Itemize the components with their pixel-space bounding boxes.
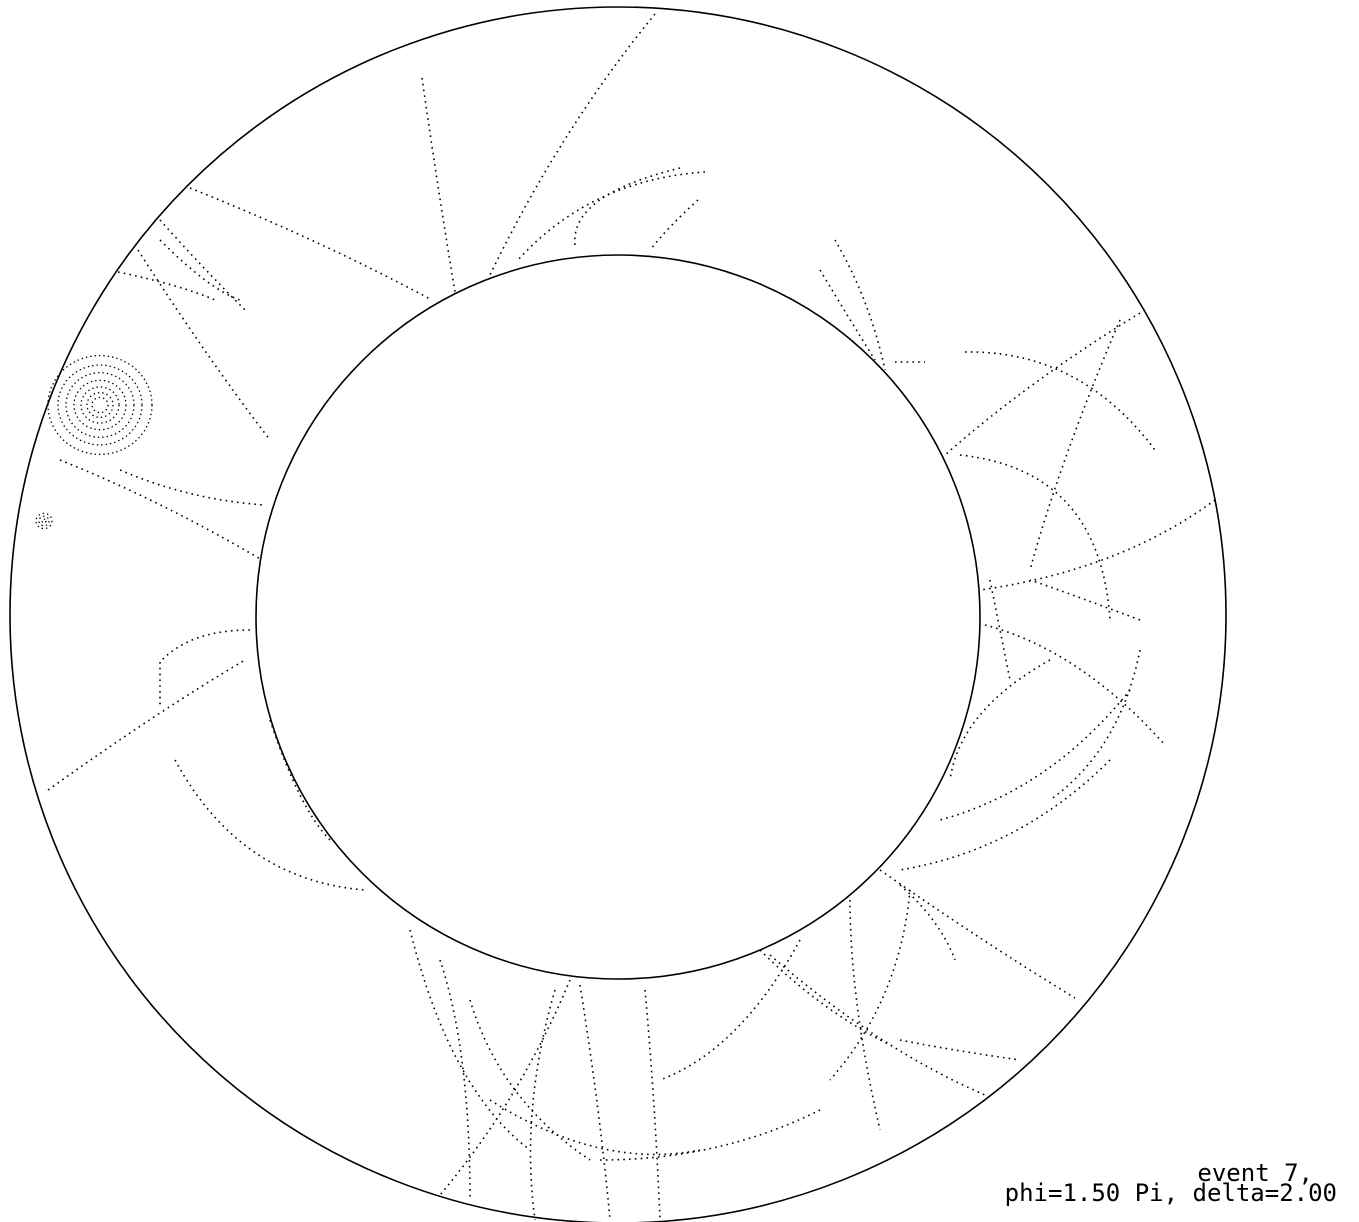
track-path <box>959 454 1111 621</box>
track-path <box>159 629 251 663</box>
hit-cluster-ring <box>91 396 109 414</box>
track-path <box>529 989 556 1221</box>
track-path <box>159 239 241 301</box>
track-path <box>769 954 986 1096</box>
hit-cluster-ring <box>86 391 114 418</box>
track-path <box>759 949 891 1046</box>
hit-clusters <box>35 354 153 530</box>
track-path <box>439 979 571 1196</box>
track-path <box>984 624 1166 746</box>
track-path <box>574 167 681 246</box>
track-path <box>119 469 266 506</box>
track-path <box>269 719 331 841</box>
track-path <box>174 759 366 891</box>
track-path <box>469 999 591 1161</box>
track-path <box>944 309 1146 456</box>
track-path <box>989 579 1011 681</box>
track-path <box>1049 649 1141 801</box>
track-path <box>1029 319 1121 571</box>
hit-cluster-ring <box>80 386 120 424</box>
view-parameters-label: phi=1.50 Pi, delta=2.00 <box>1004 1179 1337 1207</box>
track-path <box>189 187 433 301</box>
track-path <box>117 271 216 301</box>
particle-tracks <box>47 13 1216 1221</box>
track-path <box>829 889 911 1081</box>
outer-detector-ring <box>9 6 1227 1222</box>
track-path <box>644 989 661 1221</box>
track-path <box>899 759 1111 871</box>
track-path <box>599 1109 821 1161</box>
hit-cluster-ring <box>35 512 53 530</box>
track-path <box>899 1039 1021 1061</box>
track-path <box>489 1099 701 1156</box>
track-path <box>59 459 263 561</box>
track-path <box>979 499 1216 591</box>
track-path <box>879 869 1076 999</box>
track-path <box>489 13 656 276</box>
track-path <box>421 77 456 293</box>
track-path <box>517 171 706 261</box>
inner-detector-ring <box>255 254 981 980</box>
track-path <box>849 899 881 1131</box>
track-path <box>899 884 956 961</box>
hit-cluster-ring <box>41 518 47 524</box>
track-path <box>159 219 246 311</box>
hit-cluster-ring <box>73 379 127 431</box>
track-path <box>579 984 611 1221</box>
hit-cluster-ring <box>47 354 153 456</box>
hit-cluster-ring <box>57 364 143 446</box>
hit-cluster-ring <box>65 372 135 438</box>
track-path <box>1029 579 1141 621</box>
track-path <box>659 939 801 1081</box>
track-path <box>819 269 876 361</box>
track-path <box>964 351 1156 451</box>
event-number-label: event 7, <box>1197 1159 1313 1187</box>
track-path <box>834 239 886 371</box>
hit-cluster-ring <box>38 515 50 527</box>
track-path <box>649 199 699 251</box>
track-path <box>439 959 471 1201</box>
track-path <box>137 249 271 441</box>
track-path <box>949 659 1051 781</box>
track-path <box>47 659 246 791</box>
